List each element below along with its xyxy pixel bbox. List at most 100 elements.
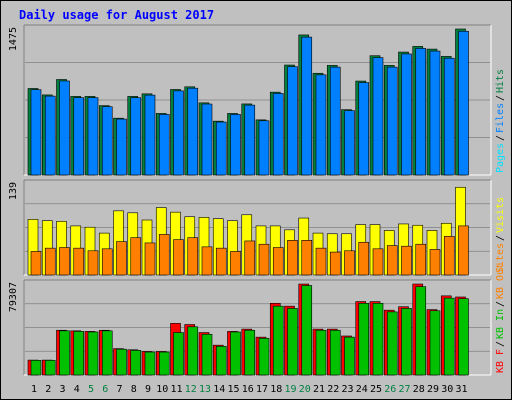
legend-pages: Pages: [495, 143, 506, 173]
day-label-25: 25: [370, 384, 382, 395]
day-label-26: 26: [384, 384, 396, 395]
legend-separator: /: [495, 301, 506, 307]
bar-sites-day-27: [401, 245, 412, 276]
panel-max-label: 1475: [8, 27, 19, 51]
day-label-11: 11: [170, 384, 182, 395]
bar-files-day-16: [244, 104, 256, 176]
panel-max-label: 79307: [8, 282, 19, 312]
bar-sites-day-2: [44, 247, 56, 276]
day-label-21: 21: [313, 384, 325, 395]
bar-files-day-18: [272, 93, 284, 176]
bar-files-day-10: [158, 114, 170, 176]
bar-files-day-7: [116, 118, 127, 176]
day-label-20: 20: [299, 384, 311, 395]
day-labels: 1 2 3 4 5 6 7 8 9 10 11 12 13 14 15 16 17 18 19 20 21 22 23 24 2…: [31, 384, 468, 395]
bar-sites-day-13: [201, 246, 213, 276]
day-label-15: 15: [227, 384, 239, 395]
legend-files: Files: [495, 103, 506, 133]
bar-kb_in-day-25: [372, 302, 384, 376]
bar-files-day-26: [386, 66, 398, 176]
bar-sites-day-29: [429, 249, 441, 276]
bar-sites-day-4: [73, 247, 85, 276]
bar-files-day-23: [344, 110, 355, 176]
panel-kb: 79307 KB F / KB In / KB Out: [8, 263, 506, 376]
bar-sites-day-19: [287, 240, 298, 276]
day-label-23: 23: [341, 384, 353, 395]
bar-sites-day-17: [258, 243, 270, 276]
bar-kb_in-day-6: [101, 330, 113, 376]
bar-kb_in-day-15: [230, 331, 241, 376]
legend-hits: Hits: [495, 69, 506, 93]
day-label-3: 3: [59, 384, 65, 395]
day-label-30: 30: [441, 384, 453, 395]
bar-sites-day-7: [116, 241, 127, 276]
bar-kb_in-day-18: [272, 305, 284, 376]
bar-kb_in-day-27: [401, 308, 412, 376]
panel-max-label: 139: [8, 182, 19, 200]
bar-sites-day-6: [101, 248, 113, 276]
bar-sites-day-3: [59, 247, 70, 276]
bar-sites-day-8: [130, 237, 142, 276]
bar-sites-day-23: [344, 250, 355, 276]
legend-kb_f: KB F: [495, 349, 506, 373]
panel-visits-sites: 139 Sites / Visits: [8, 179, 506, 276]
bar-kb_in-day-9: [144, 351, 156, 376]
day-label-6: 6: [102, 384, 108, 395]
bar-kb_in-day-30: [443, 297, 455, 376]
bar-kb_in-day-1: [30, 360, 42, 376]
day-label-28: 28: [413, 384, 425, 395]
bar-kb_in-day-2: [44, 360, 56, 376]
day-label-24: 24: [356, 384, 368, 395]
day-label-19: 19: [284, 384, 296, 395]
day-label-22: 22: [327, 384, 339, 395]
bar-kb_in-day-26: [386, 311, 398, 376]
bar-files-day-5: [87, 97, 99, 176]
day-label-16: 16: [242, 384, 254, 395]
legend-kb_out: KB Out: [495, 263, 506, 299]
bar-files-day-28: [415, 48, 427, 176]
bar-sites-day-25: [372, 248, 384, 276]
bar-files-day-29: [429, 50, 441, 176]
legend-separator: /: [495, 95, 506, 101]
day-label-5: 5: [88, 384, 94, 395]
bar-sites-day-9: [144, 242, 156, 276]
bar-files-day-9: [144, 94, 156, 176]
bar-kb_in-day-11: [173, 332, 184, 376]
bar-sites-day-11: [173, 239, 184, 276]
bar-files-day-19: [287, 66, 298, 176]
bar-kb_in-day-23: [344, 336, 355, 376]
bar-files-day-3: [59, 80, 70, 176]
panel-hits-files-pages: 1475 Pages / Files / Hits: [8, 24, 506, 176]
day-label-17: 17: [256, 384, 268, 395]
bar-sites-day-14: [215, 247, 227, 276]
bar-kb_in-day-16: [244, 329, 256, 376]
bar-files-day-6: [101, 106, 113, 176]
bar-sites-day-5: [87, 250, 99, 276]
bar-files-day-12: [187, 87, 199, 176]
bar-files-day-22: [329, 66, 341, 176]
bar-kb_in-day-4: [73, 331, 85, 376]
bar-kb_in-day-7: [116, 348, 127, 376]
bar-files-day-24: [358, 82, 370, 176]
day-label-9: 9: [145, 384, 151, 395]
bar-files-day-1: [30, 89, 42, 176]
legend-separator: /: [495, 135, 506, 141]
bar-kb_in-day-10: [158, 351, 170, 376]
bar-files-day-11: [173, 90, 184, 176]
bar-kb_in-day-29: [429, 310, 441, 376]
day-label-14: 14: [213, 384, 225, 395]
bar-sites-day-22: [329, 251, 341, 276]
bar-files-day-21: [315, 74, 327, 176]
day-label-29: 29: [427, 384, 439, 395]
bar-kb_in-day-22: [329, 329, 341, 376]
bar-files-day-14: [215, 121, 227, 176]
bar-kb_in-day-12: [187, 326, 199, 376]
bar-kb_in-day-3: [59, 330, 70, 376]
bar-kb_in-day-19: [287, 308, 298, 376]
bar-sites-day-31: [458, 225, 469, 276]
bar-files-day-15: [230, 114, 241, 176]
legend-visits: Visits: [495, 197, 506, 233]
bar-files-day-25: [372, 57, 384, 176]
bar-sites-day-16: [244, 240, 256, 276]
